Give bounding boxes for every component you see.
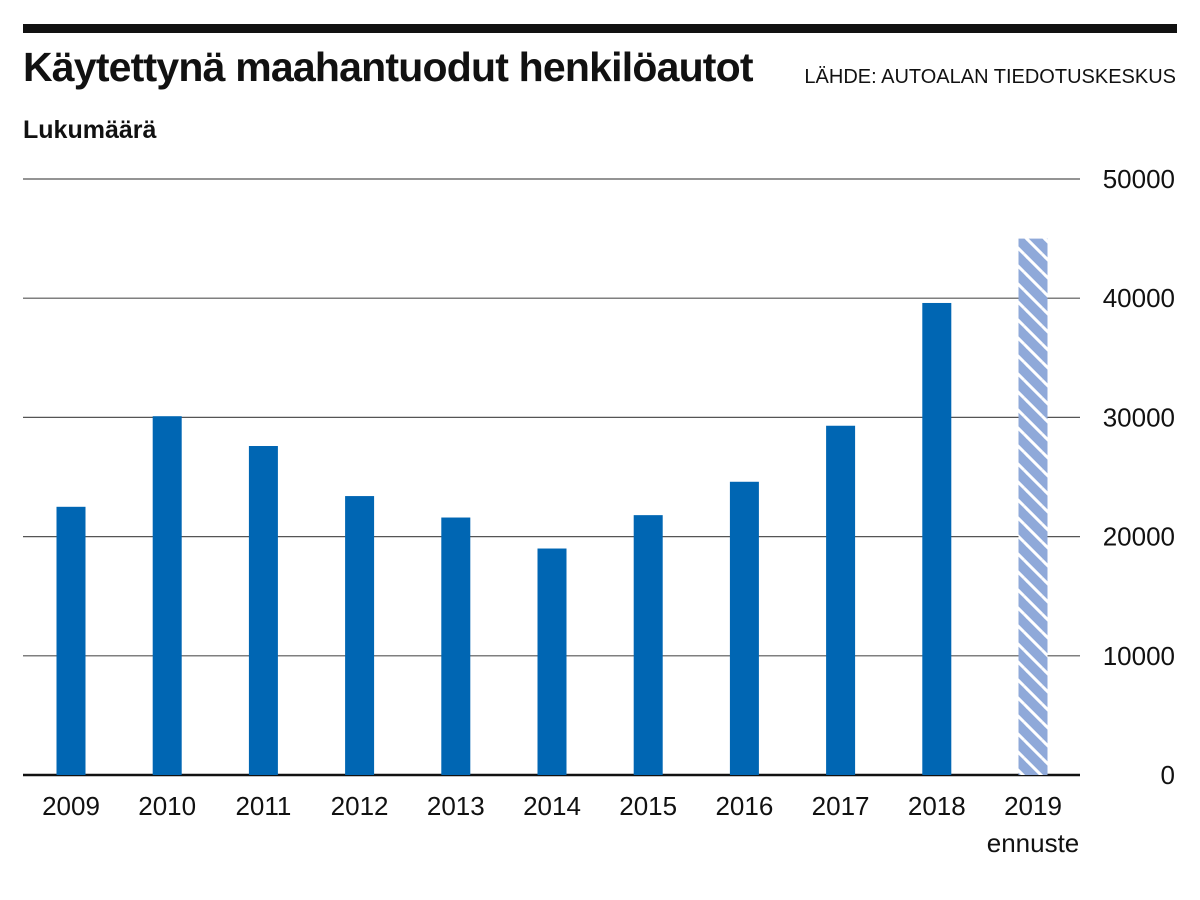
x-tick-label-2018: 2018 [908,791,966,821]
x-tick-label-2009: 2009 [42,791,100,821]
x-tick-label-2015: 2015 [619,791,677,821]
x-tick-label-2019: 2019 [1004,791,1062,821]
x-tick-labels: 2009 2010 2011 2012 2013 2014 2015 2016 2017 2018… [42,791,1079,858]
y-tick-label-20000: 20000 [1103,522,1175,552]
bar-2011 [248,446,278,775]
source-label: LÄHDE: AUTOALAN TIEDOTUSKESKUS [804,66,1176,88]
bar-2016 [729,481,759,775]
bar-2010 [152,416,182,775]
x-tick-label-2017: 2017 [812,791,870,821]
bar-2012 [345,496,375,775]
bar-2019-forecast [1018,238,1048,776]
bar-2014 [537,548,567,775]
x-tick-label-2016: 2016 [715,791,773,821]
y-tick-label-10000: 10000 [1103,641,1175,671]
x-tick-label-2011: 2011 [235,791,291,821]
y-axis-unit-label: Lukumäärä [23,116,157,144]
bars [56,238,1048,776]
x-tick-label-2012: 2012 [331,791,389,821]
y-tick-labels: 0 10000 20000 30000 40000 50000 [1103,164,1175,790]
bar-2017 [826,425,856,775]
bar-2015 [633,515,663,775]
y-tick-label-40000: 40000 [1103,283,1175,313]
bar-2013 [441,517,471,775]
x-tick-label-2013: 2013 [427,791,485,821]
top-rule [23,24,1177,33]
chart-title: Käytettynä maahantuodut henkilöautot [23,44,754,90]
bar-2018 [922,302,952,775]
x-tick-label-2014: 2014 [523,791,581,821]
x-tick-sublabel-2019: ennuste [987,828,1080,858]
y-tick-label-30000: 30000 [1103,402,1175,432]
x-tick-label-2010: 2010 [138,791,196,821]
y-tick-label-50000: 50000 [1103,164,1175,194]
bar-2009 [56,506,86,775]
y-tick-label-0: 0 [1161,760,1175,790]
